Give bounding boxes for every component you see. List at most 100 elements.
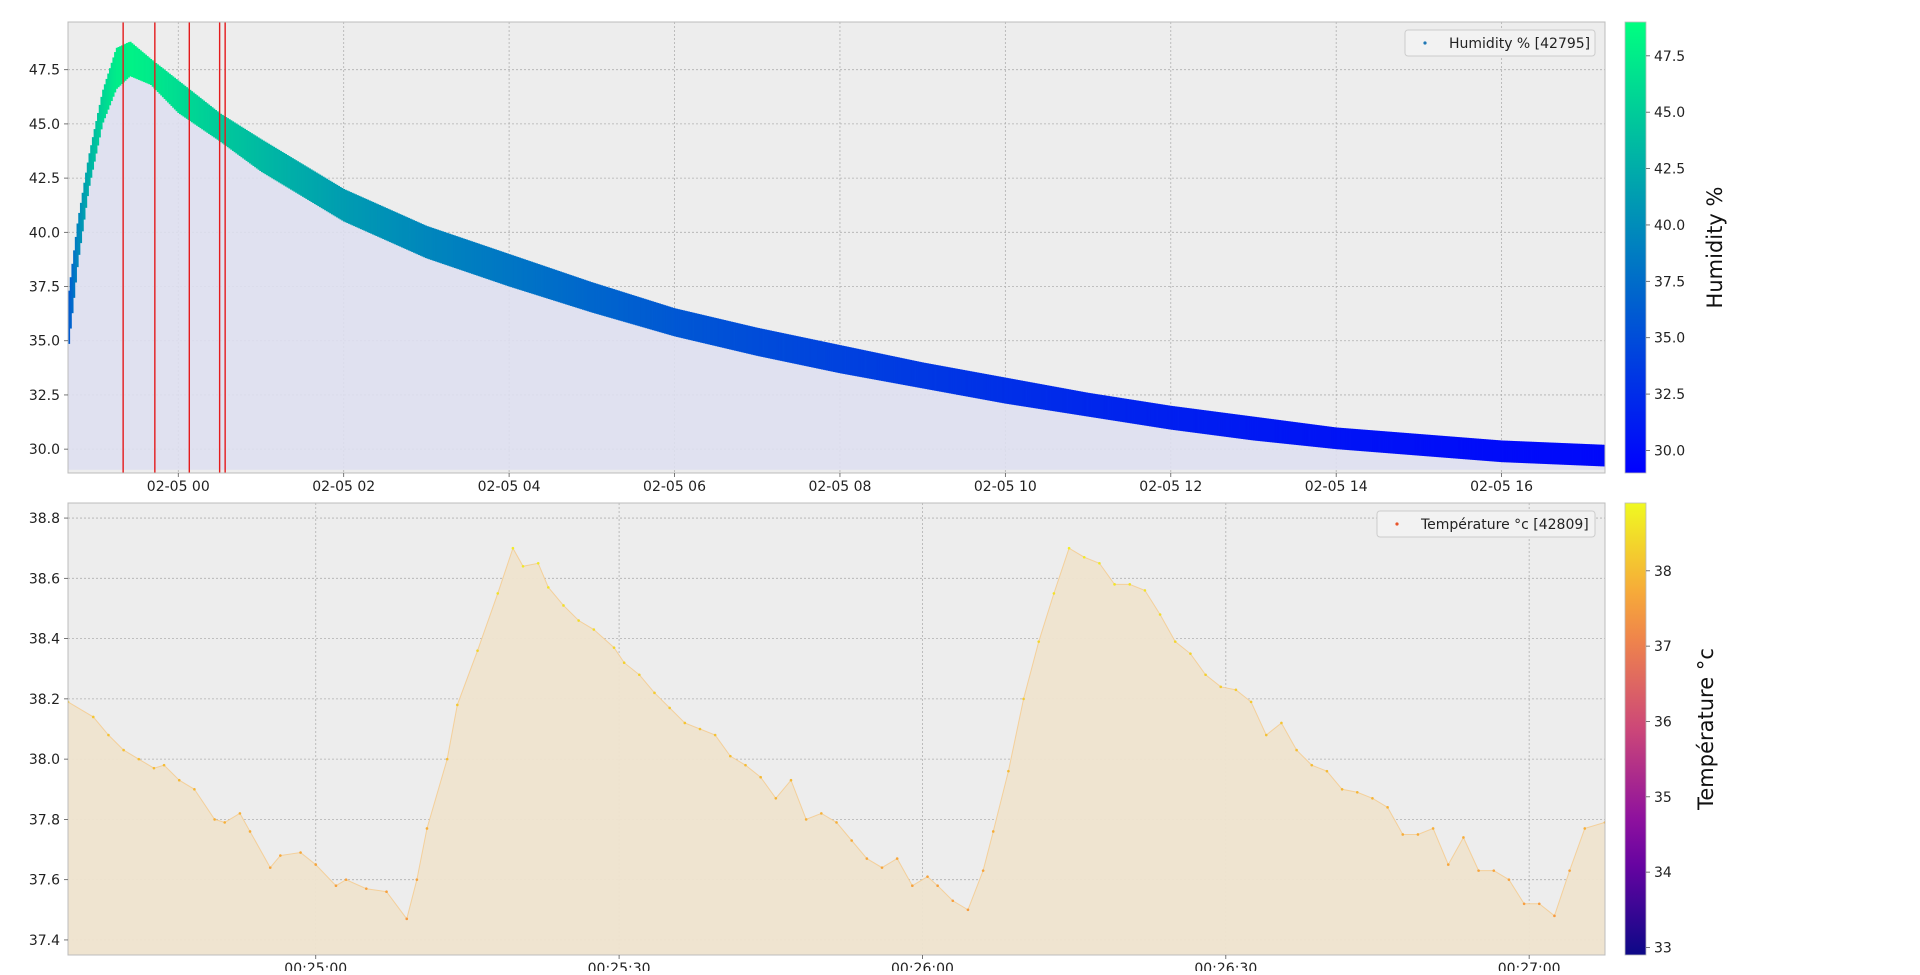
data-point-band [423, 224, 426, 258]
data-point-band [1514, 441, 1517, 463]
colorbar-tick-label: 40.0 [1654, 218, 1685, 234]
data-point-band [1306, 423, 1309, 447]
data-point-band [735, 322, 738, 352]
data-point-band [1454, 436, 1457, 459]
data-point-band [1254, 416, 1258, 441]
data-point-band [624, 292, 627, 323]
data-point-band [1248, 416, 1251, 440]
x-tick-label: 02-05 16 [1470, 479, 1533, 495]
data-point-band [1133, 400, 1136, 424]
data-point-band [1195, 409, 1198, 433]
data-point-band [1406, 433, 1410, 455]
data-point [152, 766, 156, 770]
data-point-band [1003, 377, 1006, 404]
y-tick-label: 42.5 [29, 171, 60, 187]
data-point [405, 917, 409, 921]
data-point-band [675, 308, 679, 337]
x-tick-label: 02-05 08 [808, 479, 871, 495]
data-point [1173, 640, 1177, 643]
data-point-band [175, 79, 178, 112]
data-point-band [880, 353, 884, 381]
data-point-band [1536, 441, 1539, 464]
data-point-band [906, 359, 909, 386]
data-point-band [1294, 422, 1297, 445]
data-point-band [923, 362, 926, 389]
data-point-band [284, 154, 287, 187]
data-point-band [1574, 443, 1577, 466]
data-point-band [102, 89, 105, 123]
data-point-band [588, 281, 591, 312]
data-point-band [124, 43, 127, 81]
data-point [334, 884, 338, 887]
data-point-band [742, 324, 745, 353]
data-point [1189, 652, 1192, 655]
data-point-band [517, 257, 520, 290]
data-point-band [1092, 393, 1095, 418]
data-point-band [317, 173, 320, 207]
data-point-band [858, 349, 861, 377]
data-point-band [303, 165, 306, 198]
data-point-band [995, 375, 998, 402]
data-point-band [527, 260, 530, 293]
data-point [698, 727, 702, 731]
area-fill [68, 76, 1605, 470]
data-point-band [804, 337, 807, 366]
data-point-band [1295, 422, 1298, 446]
data-point-band [395, 212, 399, 246]
data-point-band [553, 269, 556, 301]
data-point-band [826, 342, 829, 371]
data-point-band [759, 328, 762, 357]
data-point-band [180, 83, 183, 116]
data-point-band [1253, 416, 1256, 441]
data-point-band [262, 140, 265, 174]
data-point-band [290, 157, 293, 190]
data-point-band [115, 47, 118, 89]
colorbar-tick-label: 37 [1654, 639, 1672, 655]
data-point-band [915, 361, 918, 388]
data-point-band [100, 96, 103, 130]
data-point-band [1015, 379, 1018, 406]
data-point-band [387, 208, 390, 242]
data-point-band [430, 227, 433, 260]
data-point-band [843, 345, 846, 375]
data-point-band [1471, 438, 1474, 460]
data-point-band [476, 243, 479, 276]
data-point-band [240, 126, 243, 158]
data-point-band [612, 289, 615, 319]
data-point-band [307, 167, 310, 200]
data-point-band [114, 52, 117, 93]
data-point-band [1150, 402, 1153, 427]
data-point-band [1222, 412, 1225, 437]
data-point-band [745, 325, 749, 354]
data-point-band [1417, 433, 1420, 456]
data-point-band [1509, 440, 1512, 463]
data-point-band [1008, 378, 1012, 405]
data-point-band [366, 199, 369, 233]
data-point-band [856, 348, 860, 377]
data-point-band [1297, 422, 1300, 446]
data-point-band [199, 97, 202, 129]
legend-box [1404, 29, 1596, 57]
data-point-band [1466, 437, 1469, 460]
data-point-band [1256, 417, 1259, 441]
data-point-band [1572, 443, 1575, 466]
legend-marker [1423, 41, 1427, 45]
data-point-band [182, 84, 185, 117]
data-point-band [822, 341, 825, 370]
data-point-band [225, 117, 228, 146]
data-point [850, 839, 853, 842]
data-point-band [694, 313, 697, 342]
data-point [653, 691, 656, 695]
data-point [1082, 555, 1086, 559]
y-tick-label: 37.8 [29, 812, 60, 828]
data-point-band [1215, 411, 1218, 436]
data-point-band [1210, 411, 1213, 435]
data-point-band [816, 340, 819, 369]
data-point-band [1157, 403, 1160, 428]
data-point-band [1546, 442, 1550, 465]
data-point-band [1379, 430, 1382, 453]
data-point-band [629, 294, 632, 324]
data-point-band [1586, 444, 1589, 466]
data-point-band [771, 330, 774, 360]
data-point [820, 812, 823, 815]
